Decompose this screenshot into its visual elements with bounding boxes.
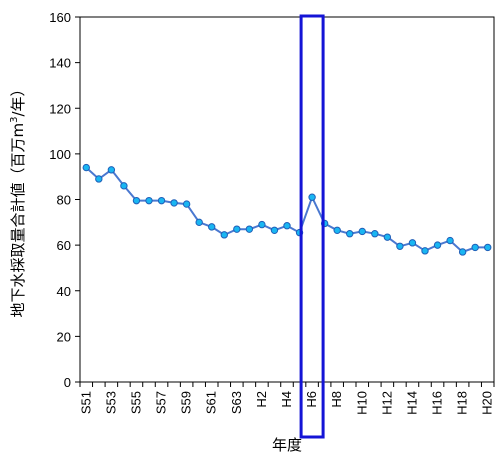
series-line [85,166,488,254]
y-tick-label: 80 [57,193,71,208]
plot-area-border [79,16,495,383]
data-point [433,241,442,249]
x-tick-label: S51 [78,391,93,414]
data-point [258,220,266,229]
series-markers [82,163,492,256]
data-point [132,196,141,205]
data-point [308,193,316,201]
series-polyline [85,166,488,254]
y-tick-label: 140 [49,56,71,71]
x-tick-label: S55 [128,391,143,414]
plot-frame [79,16,495,383]
x-tick-label: H4 [279,391,294,408]
x-tick-label: S59 [179,391,194,414]
data-point [396,242,404,250]
data-point [145,196,153,205]
data-point [157,196,166,205]
data-point [107,166,116,174]
y-tick-label: 160 [49,10,71,25]
data-point [371,230,379,238]
data-point [182,200,191,208]
x-tick-label: H2 [254,391,269,408]
data-point [283,222,291,230]
data-point [195,218,203,227]
x-axis: S51 S53 S55 S57 S59 S61 S63 H2 H4 H6 H8 H10 H12 H14 H1… [78,382,495,415]
y-tick-label: 120 [49,101,71,116]
x-tick-label: H14 [404,391,419,415]
x-tick-label: H6 [304,391,319,408]
x-tick-label: S53 [103,391,118,414]
y-axis-title: 地下水採取量合計値（百万m3/年） [9,81,27,317]
x-tick-label: H8 [329,391,344,408]
highlight-box [299,14,325,439]
data-point [82,163,90,172]
data-point [245,225,254,233]
y-tick-label: 20 [57,329,71,344]
data-point [233,225,241,233]
data-point [408,239,417,247]
y-tick-label: 60 [57,238,71,253]
data-point [208,223,216,231]
x-tick-label: H16 [430,391,445,415]
x-tick-label: H18 [455,391,470,415]
data-point [383,233,392,241]
data-point [220,231,228,239]
x-tick-label: S61 [204,391,219,414]
y-axis-title-unit: /年） [9,81,27,116]
x-tick-label: S63 [229,391,244,414]
data-point [333,226,341,234]
y-axis-title-superscript: 3 [9,117,20,123]
x-tick-label: H10 [354,391,369,415]
data-point [120,182,128,190]
y-tick-label: 40 [57,284,71,299]
highlight-rect [299,14,325,439]
data-point [458,248,467,256]
data-point [270,226,279,234]
y-tick-label: 100 [49,147,71,162]
y-axis: 0 20 40 60 80 100 120 140 160 [49,10,80,390]
y-tick-label: 0 [64,375,71,390]
x-tick-label: H12 [379,391,394,415]
data-point [421,247,429,255]
x-tick-label: H20 [480,391,495,415]
data-point [446,236,454,245]
x-axis-title: 年度 [272,436,302,454]
data-point [471,243,479,252]
y-axis-title-main: 地下水採取量合計値（百万m [9,123,27,318]
data-point [170,199,178,207]
data-point [358,227,366,236]
data-point [484,243,492,252]
data-point [95,175,103,183]
data-point [346,230,354,238]
x-tick-label: S57 [154,391,169,414]
